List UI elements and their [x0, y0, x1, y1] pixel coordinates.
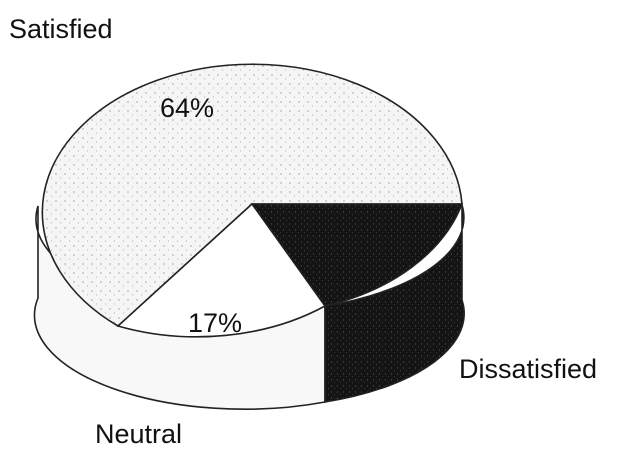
- slice-label-dissatisfied: Dissatisfied: [459, 354, 597, 384]
- pie-side-right: [324, 204, 465, 403]
- slice-satisfied: [41, 63, 463, 327]
- slice-value-satisfied: 64%: [160, 93, 214, 123]
- slice-value-neutral: 17%: [188, 308, 242, 338]
- slice-label-neutral: Neutral: [95, 419, 182, 449]
- slice-label-satisfied: Satisfied: [9, 14, 113, 44]
- slice-dissatisfied: [250, 203, 464, 307]
- slice-neutral: [116, 202, 327, 338]
